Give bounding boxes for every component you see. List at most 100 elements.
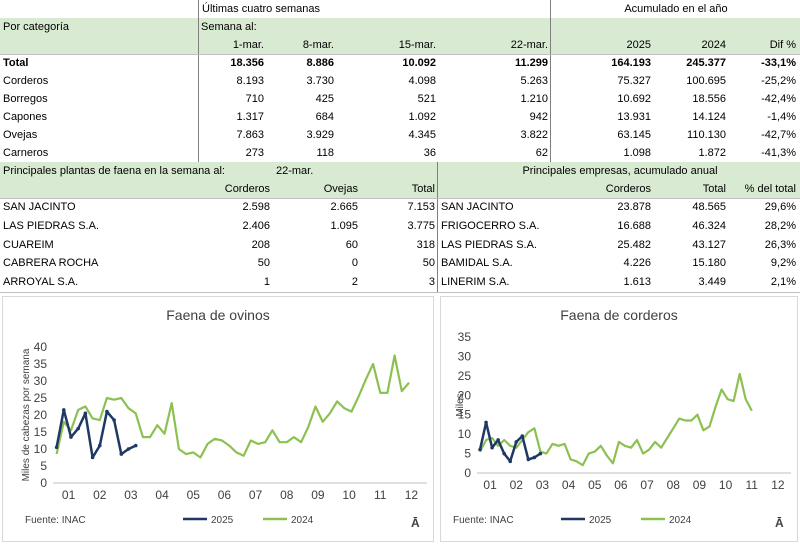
- x-tick-label: 09: [693, 478, 707, 492]
- year-value: 63.145: [617, 129, 651, 141]
- x-tick-label: 05: [187, 488, 201, 502]
- year-value: 100.695: [686, 75, 726, 87]
- table-row: CUAREIM 208 60 318 LAS PIEDRAS S.A. 25.482 43.…: [0, 236, 800, 254]
- y-axis-label: Miles de cabezas por semana: [21, 348, 32, 481]
- year-col-header: Dif %: [769, 39, 796, 51]
- year-value: -42,4%: [761, 93, 796, 105]
- category-label: Carneros: [3, 147, 49, 159]
- company-name: BAMIDAL S.A.: [441, 257, 513, 270]
- table-row: LAS PIEDRAS S.A. 2.406 1.095 3.775 FRIGOCERR…: [0, 217, 800, 235]
- y-tick-label: 30: [458, 349, 472, 363]
- legend-label: 2025: [589, 515, 612, 526]
- y-tick-label: 15: [458, 408, 472, 422]
- table-row: ARROYAL S.A. 1 2 3 LINERIM S.A. 1.613 3.449 2,1…: [0, 273, 800, 291]
- logo-glyph: Ā: [775, 516, 784, 530]
- week-value: 684: [315, 111, 334, 123]
- week-value: 8.886: [306, 57, 334, 69]
- week-value: 8.193: [236, 75, 264, 87]
- x-tick-label: 04: [562, 478, 576, 492]
- y-tick-label: 25: [34, 391, 48, 405]
- week-value: 3.822: [520, 129, 548, 141]
- plant-value: 50: [257, 257, 270, 270]
- plant-name: CABRERA ROCHA: [3, 257, 99, 270]
- data-point: [54, 445, 59, 450]
- chart-title: Faena de corderos: [560, 307, 678, 323]
- table-header-row: Últimas cuatro semanas Acumulado en el a…: [0, 0, 800, 18]
- week-value: 4.345: [408, 129, 436, 141]
- year-col-header: 2024: [701, 39, 726, 51]
- week-value: 36: [423, 147, 436, 159]
- data-point: [538, 451, 543, 456]
- plant-value: 3: [428, 276, 435, 289]
- x-tick-label: 11: [746, 478, 759, 492]
- year-value: -42,7%: [761, 129, 796, 141]
- y-tick-label: 10: [34, 442, 48, 456]
- corderos-chart: Faena de corderos 0 5 10 15 20 25 30 35 01 02 03 04…: [440, 296, 798, 542]
- x-tick-label: 04: [155, 488, 169, 502]
- plant-name: CUAREIM: [3, 238, 54, 251]
- year-value: 1.872: [698, 147, 726, 159]
- series-line-2025: [478, 421, 542, 463]
- data-point: [508, 459, 513, 464]
- data-point: [76, 426, 80, 431]
- ovinos-chart: Faena de ovinos 0 5 10 15 20 25 30 35 40 01 02 03 04…: [2, 296, 434, 542]
- x-tick-label: 07: [249, 488, 263, 502]
- y-axis-label: Miles: [455, 393, 466, 416]
- x-tick-label: 07: [640, 478, 654, 492]
- date-header-row: 1-mar. 8-mar. 15-mar. 22-mar. 2025 2024 …: [0, 36, 800, 54]
- y-tick-label: 15: [34, 425, 48, 439]
- company-value: 29,6%: [764, 201, 796, 213]
- x-tick-label: 06: [614, 478, 628, 492]
- data-point: [83, 411, 88, 416]
- companies-col-header: % del total: [744, 183, 796, 195]
- category-label: Total: [3, 57, 29, 69]
- table-row: Capones 1.317 684 1.092 942 13.931 14.124 -1,4%: [0, 108, 800, 126]
- y-tick-label: 35: [458, 330, 472, 344]
- x-tick-label: 02: [93, 488, 107, 502]
- data-point: [112, 418, 116, 422]
- y-tick-label: 40: [34, 340, 48, 354]
- series-line-2024: [479, 372, 753, 467]
- data-point: [61, 408, 66, 412]
- week-col-header: 15-mar.: [398, 39, 436, 51]
- company-name: FRIGOCERRO S.A.: [441, 219, 540, 232]
- table-row: Carneros 273 118 36 62 1.098 1.872 -41,3%: [0, 144, 800, 162]
- year-value: 10.692: [617, 93, 651, 105]
- week-value: 425: [315, 93, 334, 105]
- data-point: [526, 457, 531, 462]
- data-point: [105, 409, 109, 414]
- data-point: [126, 447, 131, 451]
- y-tick-label: 30: [34, 374, 48, 388]
- companies-col-header: Total: [702, 183, 726, 195]
- week-col-header: 1-mar.: [232, 39, 264, 51]
- y-tick-label: 10: [458, 427, 472, 441]
- data-point: [69, 435, 73, 439]
- year-value: 1.098: [623, 147, 651, 159]
- plant-value: 7.153: [407, 201, 435, 213]
- y-tick-label: 25: [458, 369, 472, 383]
- y-tick-label: 5: [40, 459, 47, 473]
- legend-label: 2025: [211, 515, 234, 526]
- company-value: 46.324: [692, 219, 726, 232]
- plants-col-header: Corderos: [224, 183, 270, 195]
- data-point: [490, 445, 494, 450]
- company-name: SAN JACINTO: [441, 201, 514, 213]
- week-value: 273: [245, 147, 264, 159]
- header-year: Acumulado en el año: [624, 3, 728, 15]
- week-value: 521: [417, 93, 436, 105]
- year-value: 14.124: [692, 111, 726, 123]
- plant-value: 318: [416, 238, 435, 251]
- y-tick-label: 5: [464, 447, 471, 461]
- data-point: [119, 452, 124, 456]
- y-tick-label: 20: [458, 388, 472, 402]
- plant-name: LAS PIEDRAS S.A.: [3, 219, 99, 232]
- year-value: 110.130: [687, 129, 726, 141]
- year-value: 18.556: [692, 93, 726, 105]
- plant-value: 3.775: [407, 219, 435, 232]
- company-value: 48.565: [692, 201, 726, 213]
- data-point: [484, 420, 488, 425]
- week-value: 1.210: [520, 93, 548, 105]
- company-value: 43.127: [692, 238, 726, 251]
- x-tick-label: 12: [771, 478, 785, 492]
- plants-col-header-row: Corderos Ovejas Total Corderos Total % d…: [0, 180, 800, 198]
